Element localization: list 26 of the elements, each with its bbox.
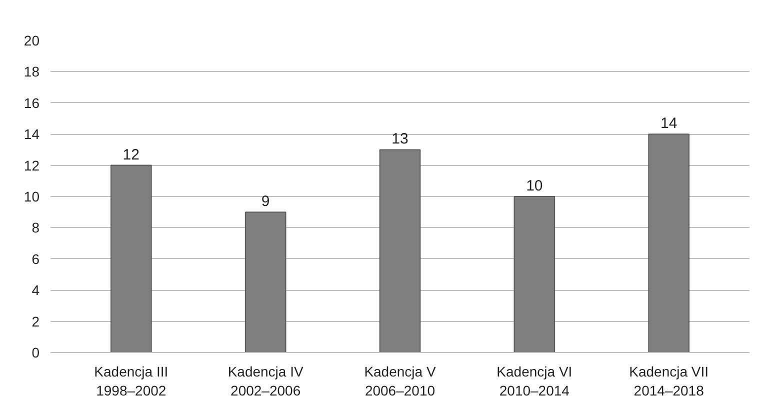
data-label: 9 [261,193,270,210]
y-tick-label: 2 [32,313,40,330]
y-tick-label: 10 [24,188,40,204]
data-label: 12 [122,146,140,164]
data-label: 14 [660,115,678,132]
y-tick-label: 16 [24,94,40,111]
y-tick-label: 8 [32,220,40,236]
x-tick-label: Kadencja III 1998–2002 [94,364,168,399]
x-tick-label: Kadencja IV 2002–2006 [228,364,304,399]
data-label: 10 [526,178,543,194]
y-tick-label: 6 [32,250,40,267]
x-tick-label: Kadencja V 2006–2010 [364,364,436,399]
bar [244,212,286,352]
bar [514,196,556,352]
y-tick-label: 12 [24,157,40,174]
y-tick-label: 20 [24,32,40,48]
y-tick-label: 18 [24,64,40,80]
y-tick-label: 0 [32,344,40,360]
bar [379,149,421,352]
data-label: 13 [392,130,408,148]
y-tick-label: 14 [24,126,40,142]
x-tick-label: Kadencja VI 2010–2014 [496,364,572,399]
bar [110,164,152,352]
y-tick-label: 4 [32,282,40,298]
x-tick-label: Kadencja VII 2014–2018 [629,364,709,399]
bar [648,134,690,352]
